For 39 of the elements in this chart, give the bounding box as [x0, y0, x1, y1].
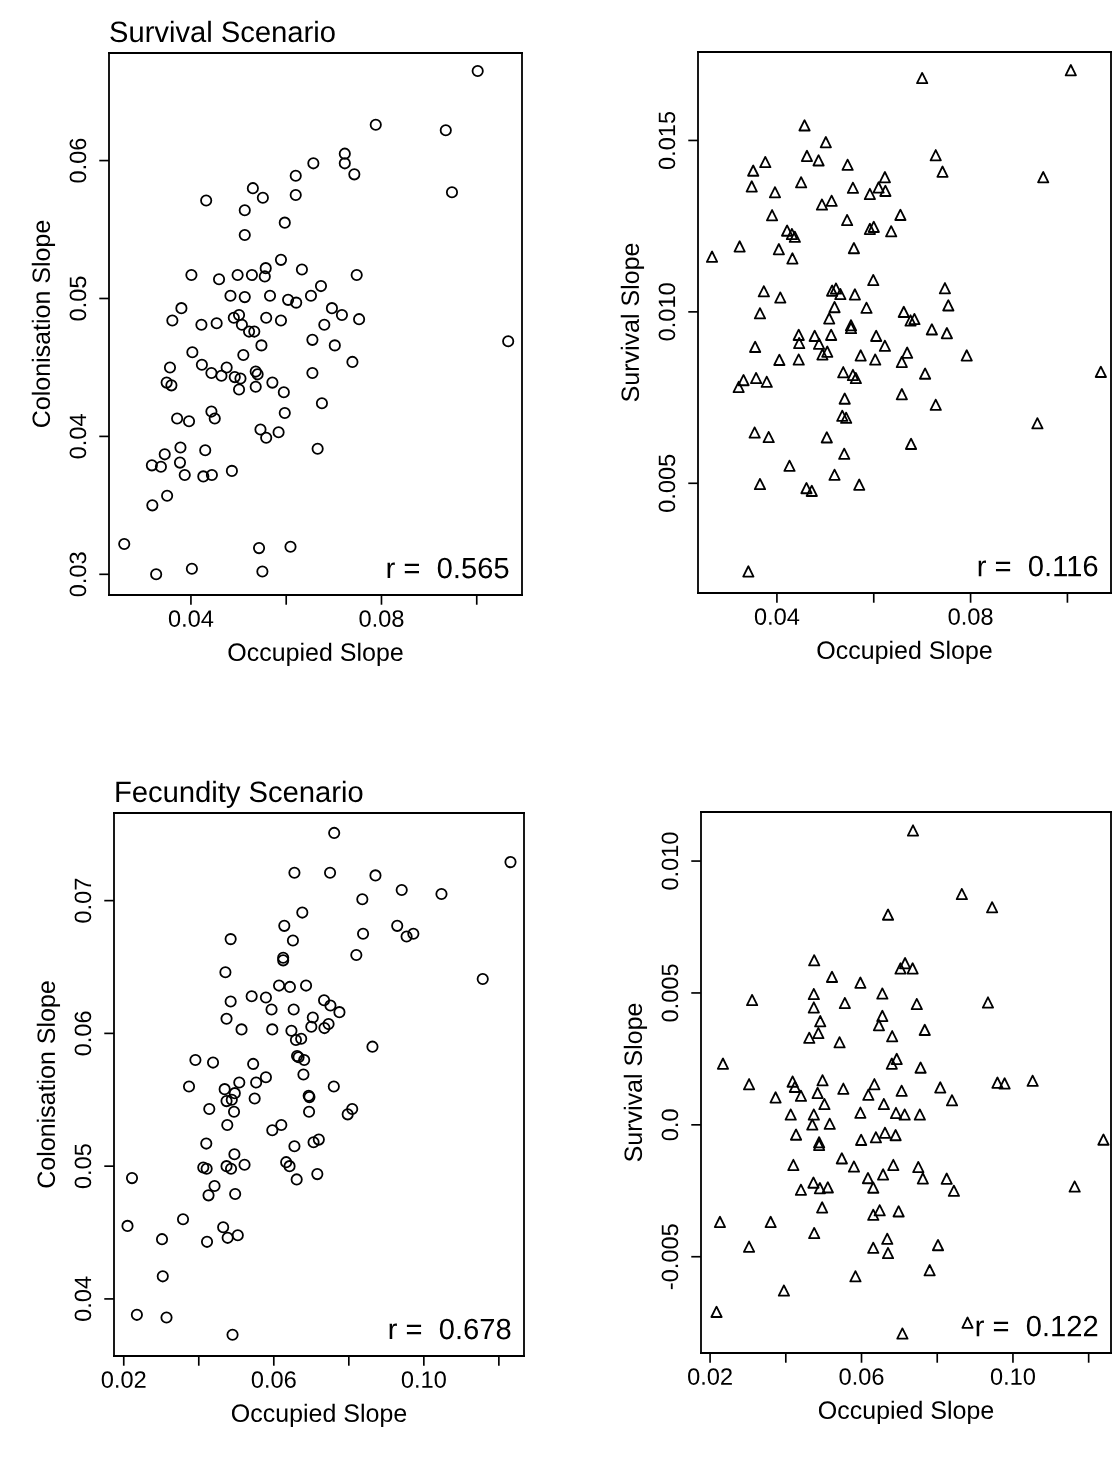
- chart-title: Survival Scenario: [110, 20, 335, 43]
- x-tick-label: 0.08: [359, 610, 404, 627]
- y-tick-label: 0.05: [69, 276, 87, 321]
- y-tick-label: 0.010: [658, 283, 676, 341]
- x-tick-label: 0.10: [401, 1371, 446, 1388]
- x-tick-label: 0.08: [948, 608, 993, 625]
- y-tick-label: 0.005: [661, 964, 679, 1022]
- y-tick-label: 0.04: [69, 414, 87, 459]
- y-axis-title: Survival Slope: [623, 1003, 648, 1162]
- annotation: r = 0.122: [976, 1315, 1098, 1337]
- x-tick-label: 0.10: [990, 1368, 1035, 1385]
- y-axis-title: Colonisation Slope: [31, 220, 56, 427]
- y-tick-label: 0.04: [74, 1276, 92, 1321]
- y-axis-title: Survival Slope: [620, 243, 645, 402]
- x-axis-title: Occupied Slope: [818, 1400, 994, 1425]
- x-axis-title: Occupied Slope: [231, 1403, 407, 1428]
- x-tick-label: 0.06: [839, 1368, 884, 1385]
- y-tick-label: 0.05: [74, 1144, 92, 1189]
- y-tick-label: 0.005: [658, 454, 676, 512]
- y-tick-label: 0.06: [69, 138, 87, 183]
- y-tick-label: 0.0: [661, 1109, 679, 1141]
- x-tick-label: 0.06: [251, 1371, 296, 1388]
- annotation: r = 0.116: [978, 555, 1098, 577]
- annotation: r = 0.565: [387, 557, 509, 579]
- y-tick-label: -0.005: [661, 1224, 679, 1290]
- x-axis-title: Occupied Slope: [228, 642, 403, 667]
- x-tick-label: 0.04: [754, 608, 800, 625]
- x-tick-label: 0.02: [101, 1371, 146, 1388]
- y-tick-label: 0.03: [69, 552, 87, 597]
- y-tick-label: 0.010: [661, 832, 679, 890]
- chart-title: Fecundity Scenario: [116, 780, 363, 808]
- x-axis-title: Occupied Slope: [817, 640, 992, 665]
- x-tick-label: 0.04: [168, 610, 214, 627]
- y-tick-label: 0.015: [658, 111, 676, 170]
- y-tick-label: 0.07: [74, 878, 92, 923]
- x-tick-label: 0.02: [688, 1368, 732, 1385]
- y-axis-title: Colonisation Slope: [36, 981, 61, 1188]
- y-tick-label: 0.06: [74, 1011, 92, 1056]
- annotation: r = 0.678: [389, 1318, 511, 1340]
